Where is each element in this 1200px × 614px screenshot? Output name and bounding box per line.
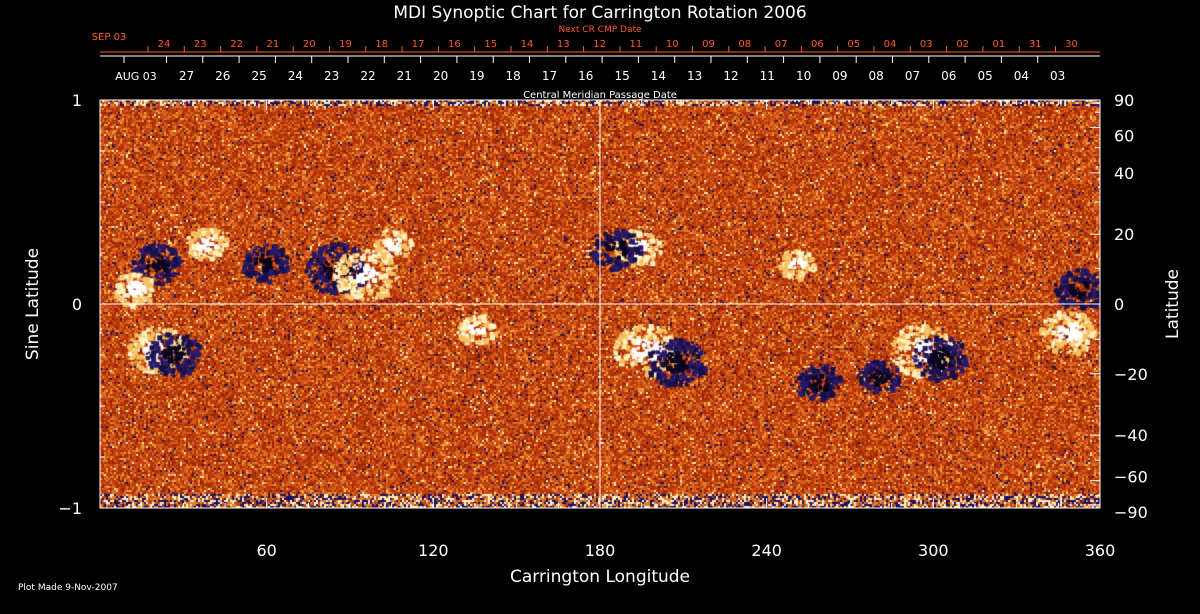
next-date-label: 21 [267,39,280,50]
cmp-date-label: 15 [614,69,629,83]
cmp-date-label: 06 [941,69,956,83]
next-date-label: 20 [303,39,316,50]
cmp-date-label: 16 [578,69,593,83]
top-axis-month: AUG 03 [115,70,157,83]
y-right-tick-label: 20 [1114,225,1134,244]
cmp-date-label: 09 [832,69,847,83]
y-tick-label: 0 [72,295,82,314]
cmp-date-label: 21 [397,69,412,83]
next-date-label: 07 [775,39,788,50]
next-axis-title: Next CR CMP Date [558,25,642,35]
y-right-tick-label: −20 [1114,365,1148,384]
top-axis-title: Central Meridian Passage Date [523,90,677,101]
cmp-date-label: 12 [723,69,738,83]
chart-title: MDI Synoptic Chart for Carrington Rotati… [393,3,806,23]
cmp-date-label: 25 [251,69,266,83]
next-date-label: 02 [956,39,969,50]
next-date-label: 19 [339,39,352,50]
next-date-label: 15 [484,39,497,50]
cmp-date-label: 18 [506,69,521,83]
next-date-label: 31 [1029,39,1042,50]
cmp-date-label: 24 [288,69,303,83]
x-tick-label: 300 [918,541,949,560]
next-date-label: 04 [884,39,897,50]
next-date-label: 17 [412,39,425,50]
y-right-tick-label: 0 [1114,295,1124,314]
next-date-label: 14 [521,39,534,50]
y-tick-label: 1 [72,91,82,110]
cmp-date-label: 05 [977,69,992,83]
next-date-label: 06 [811,39,824,50]
x-tick-label: 240 [751,541,782,560]
next-date-label: 11 [630,39,643,50]
next-axis-month: SEP 03 [92,32,127,43]
next-date-label: 01 [993,39,1006,50]
next-date-label: 23 [194,39,207,50]
cmp-date-label: 14 [651,69,666,83]
cmp-date-label: 04 [1014,69,1029,83]
next-date-label: 12 [593,39,606,50]
y-right-tick-label: 40 [1114,164,1134,183]
cmp-date-label: 23 [324,69,339,83]
cmp-date-label: 27 [179,69,194,83]
x-tick-label: 180 [585,541,616,560]
x-axis-label: Carrington Longitude [510,567,690,587]
y-right-tick-label: −40 [1114,426,1148,445]
cmp-date-label: 13 [687,69,702,83]
next-date-label: 05 [847,39,860,50]
next-date-label: 16 [448,39,461,50]
next-date-label: 22 [230,39,243,50]
y-right-tick-label: 60 [1114,126,1134,145]
y-right-tick-label: 90 [1114,91,1134,110]
cmp-date-label: 07 [905,69,920,83]
y-tick-label: −1 [58,499,82,518]
next-date-label: 18 [375,39,388,50]
cmp-date-label: 22 [360,69,375,83]
next-date-label: 30 [1065,39,1078,50]
cmp-date-label: 17 [542,69,557,83]
y-right-tick-label: −90 [1114,503,1148,522]
next-date-label: 24 [158,39,171,50]
next-date-label: 10 [666,39,679,50]
y-axis-right-label: Latitude [1163,269,1183,339]
y-axis-label: Sine Latitude [23,248,43,360]
x-tick-label: 360 [1085,541,1116,560]
cmp-date-label: 11 [760,69,775,83]
cmp-date-label: 08 [869,69,884,83]
y-right-tick-label: −60 [1114,468,1148,487]
cmp-date-label: 03 [1050,69,1065,83]
cmp-date-label: 20 [433,69,448,83]
next-date-label: 09 [702,39,715,50]
cmp-date-label: 19 [469,69,484,83]
x-tick-label: 60 [256,541,276,560]
x-tick-label: 120 [418,541,449,560]
next-date-label: 13 [557,39,570,50]
next-date-label: 08 [738,39,751,50]
plot-made-footer: Plot Made 9-Nov-2007 [18,583,118,593]
cmp-date-label: 10 [796,69,811,83]
cmp-date-label: 26 [215,69,230,83]
next-date-label: 03 [920,39,933,50]
axes: 60 120 180 240 300 36010−1906040200−20−40−60−… [58,39,1147,560]
